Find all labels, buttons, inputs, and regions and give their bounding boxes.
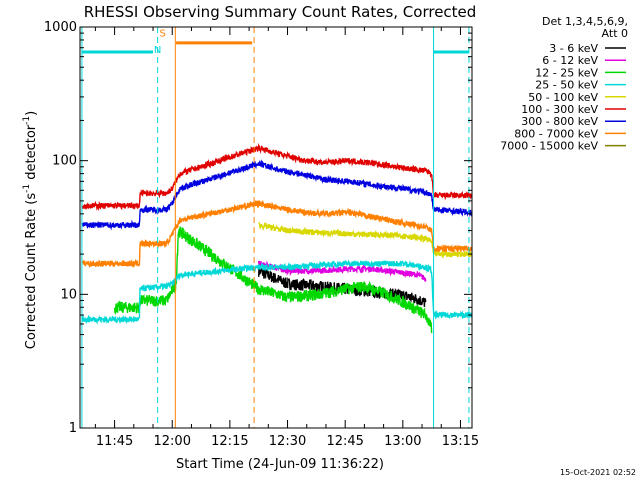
legend-label-1: 6 - 12 keV (542, 54, 598, 67)
legend-header-line1: Det 1,3,4,5,6,9, (542, 15, 628, 28)
chart-title: RHESSI Observing Summary Count Rates, Co… (84, 3, 477, 21)
x-tick-label-1: 12:00 (154, 434, 191, 449)
legend-label-0: 3 - 6 keV (549, 42, 598, 55)
y-axis-label: Corrected Count Rate (s-1 detector-1) (22, 111, 39, 349)
flag-label-0: S (159, 28, 165, 39)
legend-label-5: 100 - 300 keV (521, 103, 598, 116)
series-trace-7 (81, 199, 473, 269)
legend-label-2: 12 - 25 keV (535, 66, 598, 79)
y-tick-label-2: 100 (52, 154, 77, 169)
series-trace-5 (81, 142, 473, 212)
x-tick-label-6: 13:15 (442, 434, 479, 449)
series-trace-6 (81, 159, 473, 231)
legend-label-3: 25 - 50 keV (535, 79, 598, 92)
series-trace-3 (81, 259, 473, 325)
legend-label-6: 300 - 800 keV (521, 115, 598, 128)
y-tick-label-3: 1000 (44, 20, 77, 35)
x-tick-label-5: 13:00 (384, 434, 421, 449)
y-tick-label-0: 1 (69, 421, 77, 436)
x-tick-label-0: 11:45 (96, 434, 133, 449)
series-trace-4 (258, 221, 473, 259)
x-tick-label-2: 12:15 (211, 434, 248, 449)
legend-label-7: 800 - 7000 keV (514, 127, 598, 140)
x-tick-label-3: 12:30 (269, 434, 306, 449)
plot-frame (79, 26, 473, 429)
footer-date: 15-Oct-2021 02:52 (560, 468, 636, 477)
x-tick-label-4: 12:45 (326, 434, 363, 449)
legend-header-line2: Att 0 (602, 27, 628, 40)
series-trace-2 (113, 226, 433, 334)
legend-label-8: 7000 - 15000 keV (500, 140, 598, 153)
y-tick-label-1: 10 (60, 287, 77, 302)
legend-label-4: 50 - 100 keV (528, 91, 598, 104)
flag-label-1: N (154, 45, 161, 56)
x-axis-label: Start Time (24-Jun-09 11:36:22) (176, 457, 384, 472)
